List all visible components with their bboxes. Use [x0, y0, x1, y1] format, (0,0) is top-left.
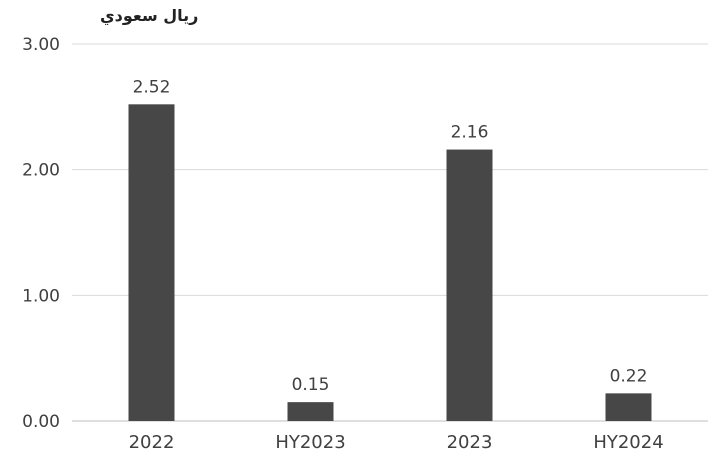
y-tick-label: 1.00 — [22, 286, 60, 306]
y-tick-label: 2.00 — [22, 161, 60, 181]
data-label: 2.52 — [133, 77, 171, 97]
x-category-label: HY2023 — [275, 432, 345, 453]
x-category-label: 2023 — [447, 432, 493, 453]
y-tick-label: 0.00 — [22, 412, 60, 432]
bar — [446, 149, 493, 421]
gridlines — [72, 43, 708, 422]
y-axis-unit-label: ريال سعودي — [100, 6, 198, 26]
x-axis-categories: 2022 HY2023 2023 HY2024 — [129, 432, 664, 453]
data-labels: 2.52 0.15 2.16 0.22 — [133, 77, 648, 395]
data-label: 0.22 — [610, 366, 648, 386]
bar — [605, 393, 652, 421]
y-axis-ticks: 0.00 1.00 2.00 3.00 — [22, 35, 60, 432]
y-tick-label: 3.00 — [22, 35, 60, 55]
bar — [128, 104, 175, 421]
bars — [128, 104, 652, 421]
data-label: 2.16 — [451, 123, 489, 143]
x-category-label: HY2024 — [593, 432, 663, 453]
bar — [287, 402, 334, 421]
x-category-label: 2022 — [129, 432, 175, 453]
data-label: 0.15 — [292, 375, 330, 395]
